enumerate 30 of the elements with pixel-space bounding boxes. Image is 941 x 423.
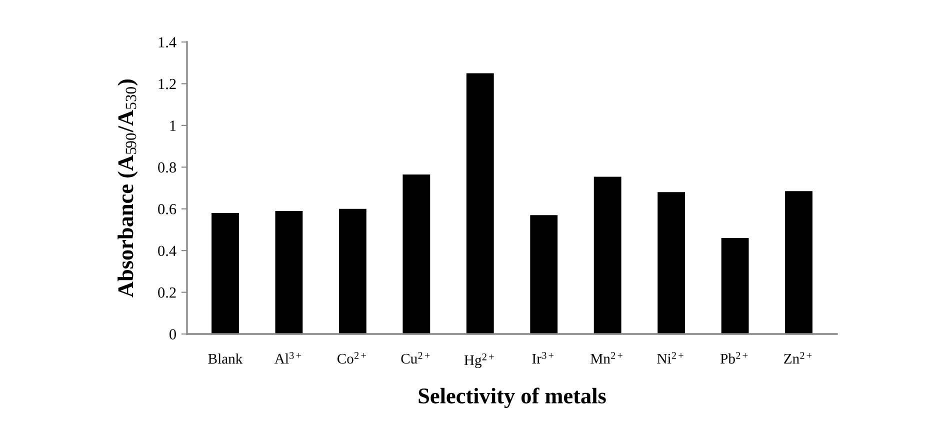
x-tick-label: Al$^{3+}$ [274, 352, 302, 364]
bar [594, 176, 622, 334]
x-tick-label: Hg$^{2+}$ [464, 353, 494, 368]
y-tick-label: 0.4 [158, 246, 176, 256]
y-tick-label: 0.6 [158, 204, 176, 214]
bar [530, 215, 558, 334]
bar [721, 238, 749, 334]
y-axis-title: Absorbance (A$_{590}$/A$_{530}$) [118, 80, 138, 298]
bar [658, 192, 686, 334]
bar [402, 174, 430, 334]
bar [466, 73, 494, 334]
y-tick-label: 0.8 [158, 162, 176, 173]
x-tick-label: Mn$^{2+}$ [590, 352, 622, 364]
x-tick-label: Zn$^{2+}$ [784, 352, 812, 364]
x-axis-title: Selectivity of metals [418, 388, 606, 408]
y-tick-label: 0 [170, 329, 176, 340]
x-tick-label: Cu$^{2+}$ [401, 352, 430, 364]
x-tick-label: Ni$^{2+}$ [657, 352, 684, 364]
bar [212, 213, 239, 334]
y-tick-label: 1.2 [158, 78, 176, 90]
x-tick-label: Blank [208, 353, 243, 364]
bar [275, 210, 303, 334]
y-tick-label: 1 [170, 120, 176, 131]
x-tick-label: Pb$^{2+}$ [720, 352, 748, 364]
x-tick-label: Co$^{2+}$ [337, 352, 366, 364]
bar [785, 191, 812, 334]
y-tick-label: 1.4 [158, 37, 176, 48]
y-tick-label: 0.2 [158, 287, 176, 298]
bar [338, 208, 366, 334]
x-tick-label: Ir$^{3+}$ [532, 352, 554, 364]
